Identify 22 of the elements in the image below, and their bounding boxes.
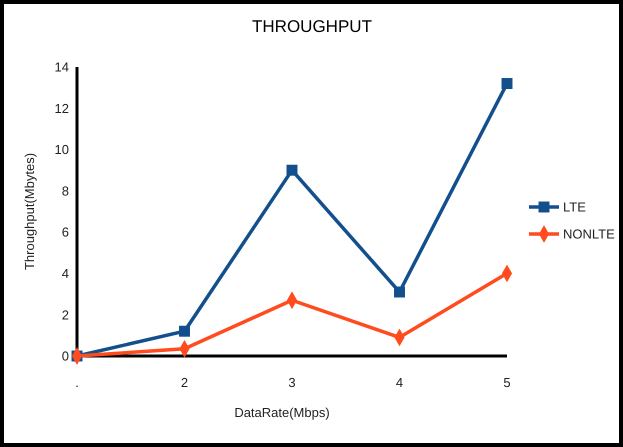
y-axis-title: Throughput(Mbytes) bbox=[22, 152, 37, 270]
x-tick-label: 4 bbox=[396, 375, 404, 390]
x-tick-label: . bbox=[75, 375, 79, 390]
y-tick-label: 0 bbox=[62, 348, 69, 364]
x-axis-title: DataRate(Mbps) bbox=[234, 405, 330, 420]
point bbox=[502, 78, 512, 89]
point bbox=[179, 326, 190, 337]
y-tick-label: 2 bbox=[62, 307, 69, 322]
point bbox=[394, 286, 405, 298]
legend-label: NONLTE bbox=[563, 226, 616, 242]
y-tick-label: 6 bbox=[62, 224, 69, 240]
x-tick-label: 3 bbox=[288, 375, 296, 390]
x-tick-label: 5 bbox=[503, 375, 511, 390]
x-tick-label: 2 bbox=[180, 375, 188, 390]
y-tick-label: 12 bbox=[54, 100, 69, 116]
y-tick-label: 8 bbox=[62, 183, 69, 198]
y-tick-label: 10 bbox=[54, 142, 69, 158]
point bbox=[286, 164, 298, 176]
y-tick-label: 14 bbox=[54, 60, 69, 75]
y-tick-label: 4 bbox=[62, 266, 69, 281]
chart-title: THROUGHPUT bbox=[252, 17, 372, 36]
legend-label: LTE bbox=[563, 200, 586, 215]
